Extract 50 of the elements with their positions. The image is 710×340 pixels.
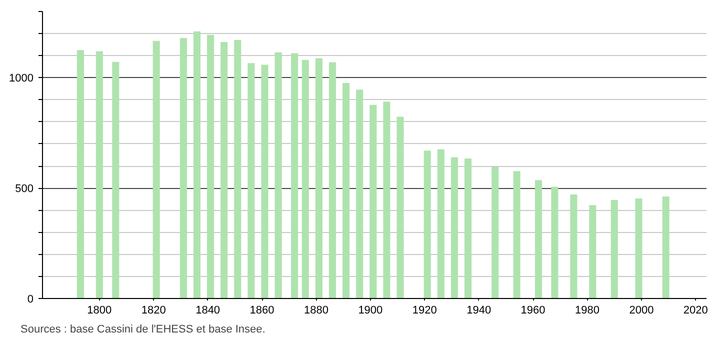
bar xyxy=(112,62,120,298)
bar xyxy=(513,171,520,298)
y-tick-label: 0 xyxy=(27,294,34,306)
bar xyxy=(207,34,214,298)
x-tick-label: 1900 xyxy=(358,304,383,316)
bar xyxy=(274,52,282,298)
bar xyxy=(76,50,84,298)
bar xyxy=(291,53,298,298)
x-tick-label: 1960 xyxy=(520,304,546,316)
bar xyxy=(589,205,596,298)
bar xyxy=(424,150,431,298)
bar xyxy=(152,40,160,298)
y-tick-label: 500 xyxy=(15,183,34,196)
source-note: Sources : base Cassini de l'EHESS et base Insee. xyxy=(20,324,266,336)
bar xyxy=(248,63,255,298)
x-tick-label: 1980 xyxy=(575,304,600,316)
bar xyxy=(492,166,499,298)
bar xyxy=(328,62,336,298)
bar xyxy=(193,31,201,298)
bar xyxy=(370,104,377,298)
bar xyxy=(464,158,472,298)
bar xyxy=(96,51,103,298)
bar xyxy=(342,83,350,298)
bar xyxy=(180,38,187,298)
bar xyxy=(635,198,642,298)
bar xyxy=(610,200,618,298)
x-tick-label: 1920 xyxy=(412,304,437,316)
y-tick-label: 1000 xyxy=(9,72,34,85)
x-tick-label: 1860 xyxy=(250,304,274,316)
bar xyxy=(396,116,404,298)
bar xyxy=(450,157,458,298)
x-tick-label: 2000 xyxy=(629,304,654,316)
bar xyxy=(383,102,390,298)
bar xyxy=(315,58,322,298)
x-tick-label: 1800 xyxy=(87,304,112,316)
bar xyxy=(220,42,228,298)
bar xyxy=(437,149,444,298)
bar xyxy=(261,64,268,298)
bar xyxy=(534,180,542,298)
bar xyxy=(662,196,670,298)
x-tick-label: 1840 xyxy=(196,304,220,316)
x-tick-label: 2020 xyxy=(683,304,708,316)
bar xyxy=(234,40,242,298)
x-tick-label: 1940 xyxy=(466,304,492,316)
bar xyxy=(570,194,578,298)
x-tick-label: 1880 xyxy=(304,304,328,316)
bar xyxy=(356,90,364,298)
bar xyxy=(302,60,309,298)
bar xyxy=(551,186,558,298)
x-tick-label: 1820 xyxy=(141,304,166,316)
